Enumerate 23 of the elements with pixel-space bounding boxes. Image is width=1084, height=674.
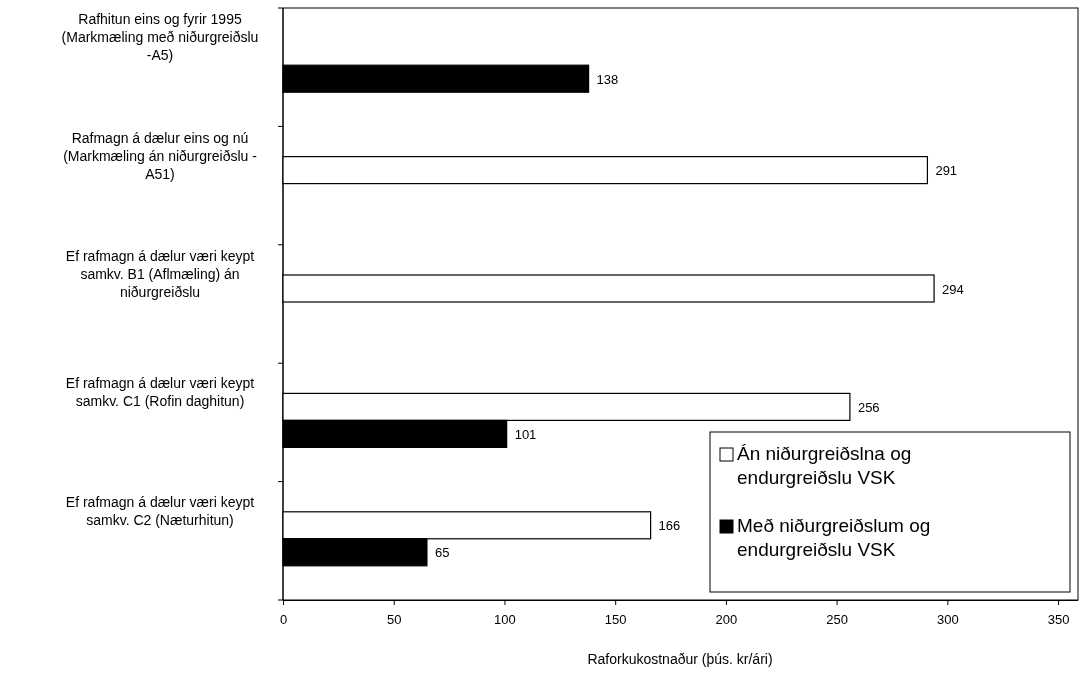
x-axis-title: Raforkukostnaður (þús. kr/ári) [587,651,773,667]
data-label: 256 [857,399,880,415]
y-tick-label: Ef rafmagn á dælur væri keypt samkv. B1 (Aflmæling) án niðurgreiðslu [65,248,255,300]
x-tick-label: 250 [826,611,848,627]
x-tick-label: 150 [604,611,627,627]
y-tick-label: Ef rafmagn á dælur væri keypt samkv. C2 (Næturhitun) [65,493,255,528]
x-tick-label: 200 [715,611,738,627]
y-tick-label: Ef rafmagn á dælur væri keypt samkv. C1 (Rofin daghitun) [65,375,255,410]
data-label: 65 [434,545,450,561]
x-tick-label: 50 [386,611,402,627]
data-label: 138 [596,71,619,87]
legend-label: Með niðurgreiðslum og endurgreiðslu VSK [737,515,931,560]
y-tick-label: Rafhitun eins og fyrir 1995 (Markmæling með niðurgreiðslu -A5) [61,11,259,64]
y-tick-label: Rafmagn á dælur eins og nú (Markmæling án niðurgreiðslu - A51) [63,129,258,182]
x-tick-label: 100 [494,611,516,627]
data-label: 166 [658,518,681,534]
legend-label: Án niðurgreiðslna og endurgreiðslu VSK [737,443,912,488]
data-label: 101 [514,426,537,442]
x-tick-label: 0 [279,611,288,627]
data-label: 291 [935,163,958,179]
x-tick-label: 350 [1047,611,1070,627]
x-tick-label: 300 [936,611,959,627]
data-label: 294 [942,281,964,297]
